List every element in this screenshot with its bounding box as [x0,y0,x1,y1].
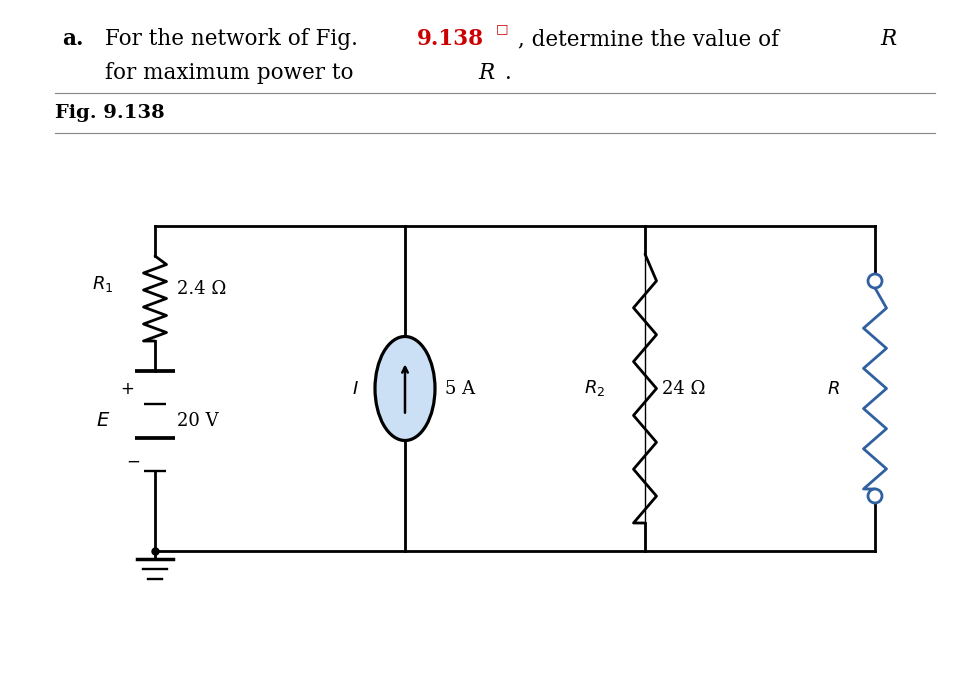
Text: for maximum power to: for maximum power to [105,62,360,84]
Text: R: R [879,28,895,50]
Text: □: □ [496,22,508,35]
Text: $R_1$: $R_1$ [92,274,113,294]
Text: For the network of Fig.: For the network of Fig. [105,28,365,50]
Text: $R_2$: $R_2$ [584,379,605,398]
Text: 9.138: 9.138 [417,28,484,50]
Text: 20 V: 20 V [177,412,218,430]
Circle shape [867,489,881,503]
Text: 2.4 Ω: 2.4 Ω [177,279,226,298]
Text: .: . [505,62,511,84]
Text: 24 Ω: 24 Ω [661,379,705,398]
Circle shape [867,274,881,288]
Text: +: + [120,380,134,398]
Text: a.: a. [62,28,83,50]
Text: 5 A: 5 A [445,379,474,398]
Text: $-$: $-$ [126,452,140,470]
Text: $I$: $I$ [351,379,358,398]
Text: R: R [477,62,494,84]
Ellipse shape [375,336,434,441]
Text: , determine the value of: , determine the value of [517,28,785,50]
Text: $R$: $R$ [825,379,838,398]
Text: Fig. 9.138: Fig. 9.138 [55,104,164,122]
Text: $E$: $E$ [96,411,111,430]
